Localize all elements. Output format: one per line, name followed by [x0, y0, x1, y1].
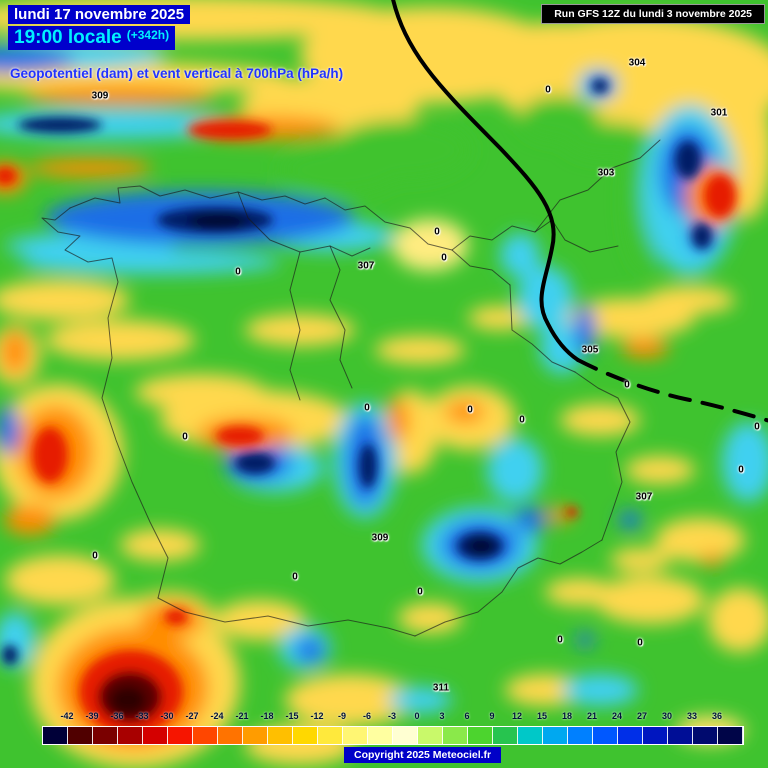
run-info-box: Run GFS 12Z du lundi 3 novembre 2025: [541, 4, 765, 24]
colorbar-cell: [493, 727, 518, 744]
colorbar-tick: 21: [586, 711, 598, 721]
colorbar-ticks: -42 -39 -36 -33 -30 -27 -24 -21 -18 -15 -12 -9 -6 -3 0…: [42, 711, 744, 724]
colorbar-tick: -42: [60, 711, 74, 721]
colorbar-cell: [93, 727, 118, 744]
colorbar-cell: [518, 727, 543, 744]
colorbar-tick: -36: [110, 711, 124, 721]
colorbar-tick: -24: [210, 711, 224, 721]
colorbar-tick: -9: [337, 711, 347, 721]
colorbar-tick: 27: [636, 711, 648, 721]
map-subtitle: Geopotentiel (dam) et vent vertical à 70…: [10, 66, 344, 81]
colorbar-cell: [168, 727, 193, 744]
colorbar-cell: [243, 727, 268, 744]
geopotential-contour-dashed: [576, 358, 768, 423]
colorbar-tick: -3: [387, 711, 397, 721]
colorbar-tick: 6: [464, 711, 470, 721]
forecast-time-text: 19:00 locale: [14, 27, 122, 48]
velocity-field-cores: [0, 79, 736, 734]
colorbar-cell: [268, 727, 293, 744]
colorbar-cell: [318, 727, 343, 744]
colorbar-tick: -6: [362, 711, 372, 721]
country-borders: [41, 139, 661, 637]
colorbar-tick: -30: [160, 711, 174, 721]
colorbar-cell: [568, 727, 593, 744]
colorbar-cell: [468, 727, 493, 744]
forecast-offset: (+342h): [126, 28, 170, 42]
colorbar-tick: -33: [135, 711, 149, 721]
colorbar-tick: -15: [285, 711, 299, 721]
colorbar-cell: [718, 727, 743, 744]
colorbar-tick: -18: [260, 711, 274, 721]
colorbar-cell: [293, 727, 318, 744]
colorbar-cell: [68, 727, 93, 744]
colorbar-cell: [643, 727, 668, 744]
colorbar-cells: [42, 726, 744, 745]
colorbar-tick: -12: [310, 711, 324, 721]
colorbar-tick: 12: [511, 711, 523, 721]
colorbar-tick: 30: [661, 711, 673, 721]
colorbar-cell: [143, 727, 168, 744]
colorbar-cell: [368, 727, 393, 744]
colorbar-cell: [193, 727, 218, 744]
colorbar-cell: [343, 727, 368, 744]
colorbar-tick: 3: [439, 711, 445, 721]
colorbar-cell: [43, 727, 68, 744]
colorbar-cell: [618, 727, 643, 744]
colorbar-tick: 33: [686, 711, 698, 721]
geopotential-contours: [391, 0, 768, 423]
forecast-date: lundi 17 novembre 2025: [8, 5, 191, 24]
copyright-badge: Copyright 2025 Meteociel.fr: [344, 747, 502, 763]
colorbar-tick: 24: [611, 711, 623, 721]
colorbar-tick: -27: [185, 711, 199, 721]
colorbar-tick: 15: [536, 711, 548, 721]
forecast-time: 19:00 locale (+342h): [8, 26, 176, 50]
colorbar-cell: [218, 727, 243, 744]
geopotential-contour-solid: [391, 0, 580, 362]
colorbar-cell: [593, 727, 618, 744]
colorbar-tick: 9: [489, 711, 495, 721]
colorbar-cell: [543, 727, 568, 744]
colorbar-cell: [393, 727, 418, 744]
colorbar-tick: -39: [85, 711, 99, 721]
colorbar-tick: 0: [414, 711, 420, 721]
colorbar-tick: 36: [711, 711, 723, 721]
colorbar-cell: [693, 727, 718, 744]
colorbar-tick: 18: [561, 711, 573, 721]
colorbar-cell: [668, 727, 693, 744]
colorbar-cell: [443, 727, 468, 744]
colorbar-cell: [418, 727, 443, 744]
colorbar-tick: -21: [235, 711, 249, 721]
colorbar-cell: [118, 727, 143, 744]
